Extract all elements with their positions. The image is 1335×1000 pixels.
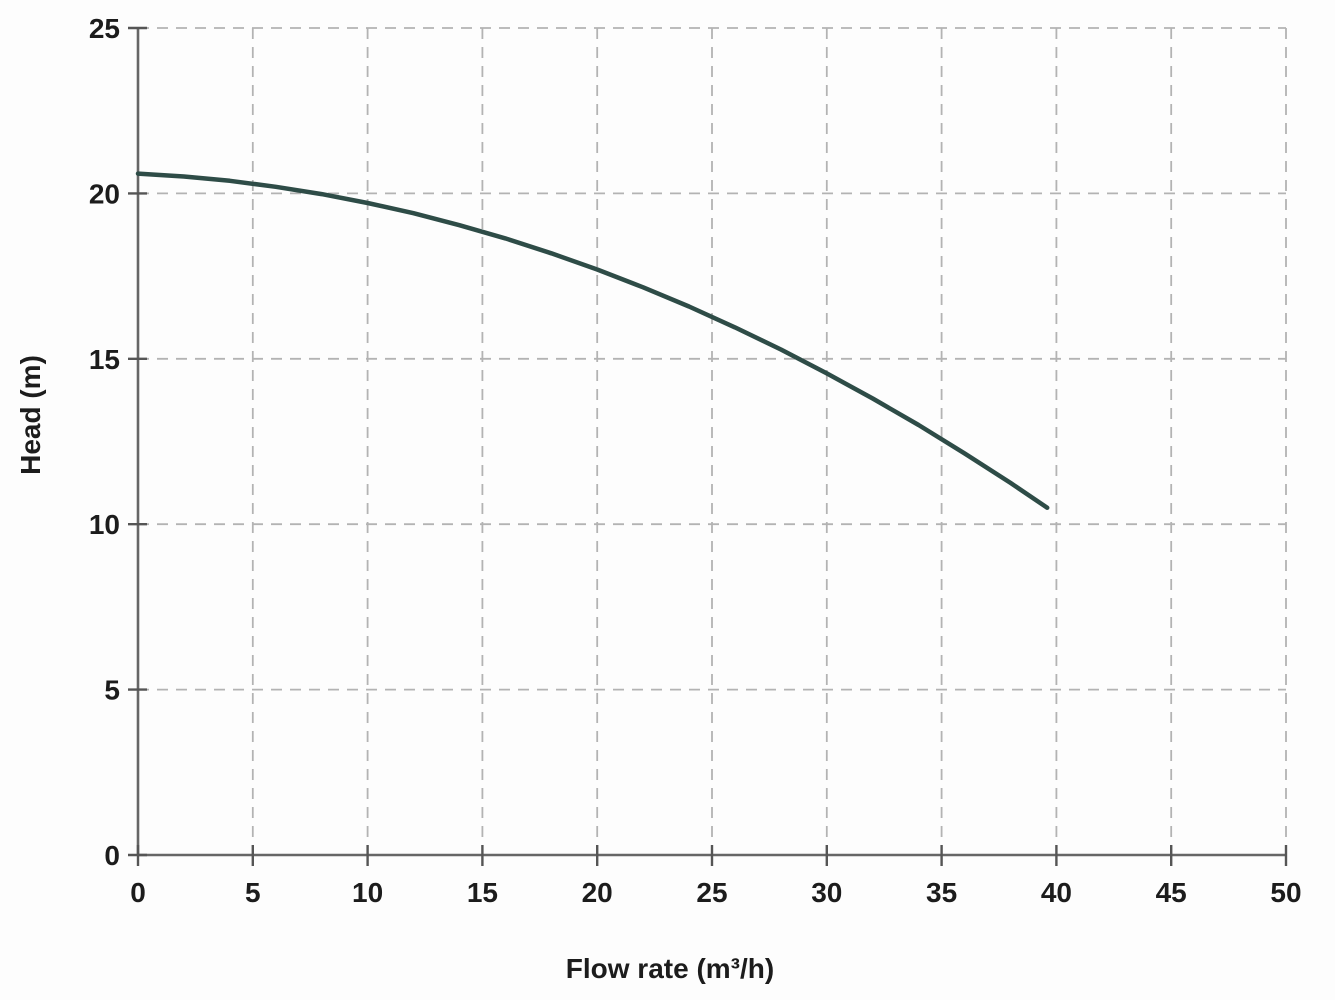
- x-tick-label: 10: [352, 877, 383, 908]
- tick-labels: 0 5 10 15 20 25 30 35 40 45 50 0 5 10 15 20 25: [89, 13, 1302, 908]
- x-tick-label: 15: [467, 877, 498, 908]
- x-tick-label: 25: [696, 877, 727, 908]
- x-tick-label: 40: [1041, 877, 1072, 908]
- x-tick-label: 30: [811, 877, 842, 908]
- y-tick-label: 20: [89, 178, 120, 209]
- x-tick-label: 50: [1270, 877, 1301, 908]
- y-tick-label: 10: [89, 509, 120, 540]
- x-tick-label: 35: [926, 877, 957, 908]
- y-tick-label: 25: [89, 13, 120, 44]
- x-tick-label: 5: [245, 877, 261, 908]
- y-tick-label: 5: [104, 675, 120, 706]
- tick-marks: [128, 26, 1288, 866]
- x-axis-label: Flow rate (m³/h): [566, 953, 774, 984]
- pump-curve-line: [135, 171, 1050, 510]
- y-tick-label: 0: [104, 840, 120, 871]
- x-tick-label: 20: [582, 877, 613, 908]
- x-tick-label: 45: [1156, 877, 1187, 908]
- x-tick-label: 0: [130, 877, 146, 908]
- y-tick-label: 15: [89, 344, 120, 375]
- y-axis-label: Head (m): [15, 355, 46, 475]
- gridlines: [138, 27, 1287, 855]
